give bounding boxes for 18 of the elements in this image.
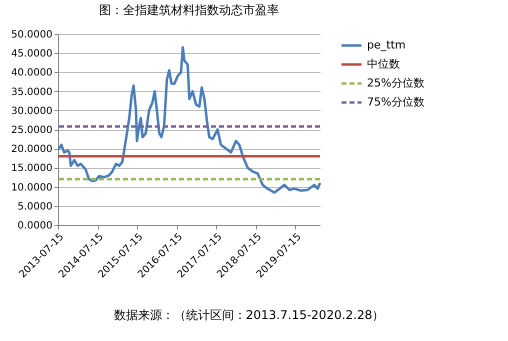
line-series [58, 46, 322, 194]
y-tick-label: 35.0000 [11, 86, 52, 98]
y-tick-label: 20.0000 [11, 144, 52, 156]
y-tick-label: 15.0000 [11, 163, 52, 174]
y-tick-label: 50.0000 [11, 30, 52, 40]
source-note: 数据来源：（统计区间：2013.7.15-2020.2.28） [114, 308, 384, 322]
legend-label: 25%分位数 [367, 76, 424, 90]
legend-label: 中位数 [367, 58, 400, 70]
y-tick-label: 0.0000 [18, 220, 52, 232]
y-tick-label: 25.0000 [11, 125, 52, 136]
y-tick-label: 45.0000 [11, 48, 52, 60]
y-tick-label: 40.0000 [11, 68, 52, 79]
y-tick-label: 5.0000 [18, 201, 52, 212]
y-tick-label: 30.0000 [11, 106, 52, 117]
y-tick-label: 10.0000 [11, 182, 52, 194]
chart-title: 图：全指建筑材料指数动态市盈率 [99, 3, 279, 17]
legend-label: 75%分位数 [367, 96, 424, 108]
legend-label: pe_ttm [367, 38, 406, 52]
